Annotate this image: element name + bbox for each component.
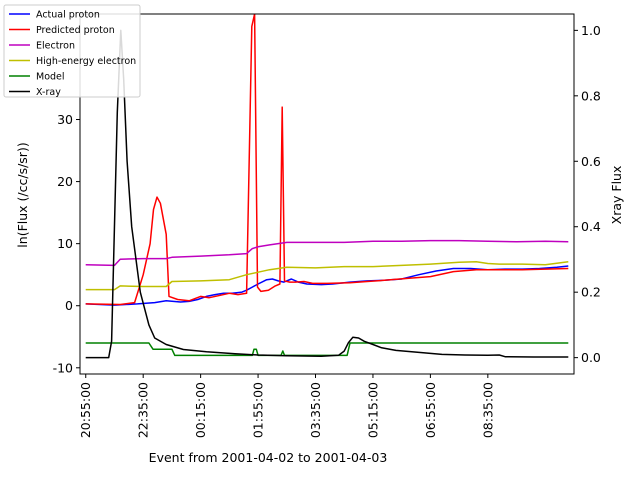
axes-layer: -10 0 10 20 30 0.0 0.2 0.4 0.6 0.8 1.0 20:55:00 22:3…	[53, 13, 601, 438]
y-left-tick-label-2: 10	[57, 236, 73, 251]
legend-label-4: Model	[36, 72, 65, 83]
legend-label-1: Predicted proton	[36, 25, 115, 36]
y-right-tick-label-0: 0.0	[581, 350, 601, 365]
series-line-5	[85, 29, 569, 359]
y-left-tick-label-1: 0	[65, 298, 73, 313]
y-left-tick-label-3: 20	[57, 174, 73, 189]
legend-label-2: Electron	[36, 41, 75, 52]
legend-label-3: High-energy electron	[36, 56, 136, 67]
x-tick-label-0: 20:55:00	[78, 382, 93, 438]
series-line-2	[85, 239, 569, 267]
x-tick-label-6: 06:55:00	[423, 382, 438, 438]
y-right-tick-label-5: 1.0	[581, 23, 601, 38]
y-right-tick-label-1: 0.2	[581, 285, 601, 300]
legend-frame	[3, 4, 141, 98]
y-left-tick-label-0: -10	[53, 360, 73, 375]
x-tick-label-7: 08:35:00	[480, 382, 495, 438]
legend: Actual proton Predicted proton Electron Hig…	[3, 4, 141, 98]
y-right-tick-label-2: 0.4	[581, 219, 601, 234]
x-tick-label-1: 22:35:00	[136, 382, 151, 438]
series-line-1	[85, 14, 569, 306]
legend-label-5: X-ray	[36, 87, 61, 98]
series-line-3	[85, 260, 569, 291]
y-right-tick-label-4: 0.8	[581, 88, 601, 103]
y-left-tick-label-4: 30	[57, 112, 73, 127]
series-line-0	[85, 265, 569, 306]
series-layer	[85, 14, 569, 359]
legend-label-0: Actual proton	[36, 10, 100, 21]
x-tick-label-2: 00:15:00	[193, 382, 208, 438]
plot-frame	[79, 13, 575, 375]
x-tick-label-3: 01:55:00	[251, 382, 266, 438]
y-axis-label-right: Xray Flux	[609, 166, 624, 225]
x-tick-label-5: 05:15:00	[366, 382, 381, 438]
x-axis-label: Event from 2001-04-02 to 2001-04-03	[149, 450, 388, 465]
y-axis-label-left: ln(Flux (/cc/s/sr))	[15, 142, 30, 247]
y-right-tick-label-3: 0.6	[581, 154, 601, 169]
x-tick-label-4: 03:35:00	[308, 382, 323, 438]
